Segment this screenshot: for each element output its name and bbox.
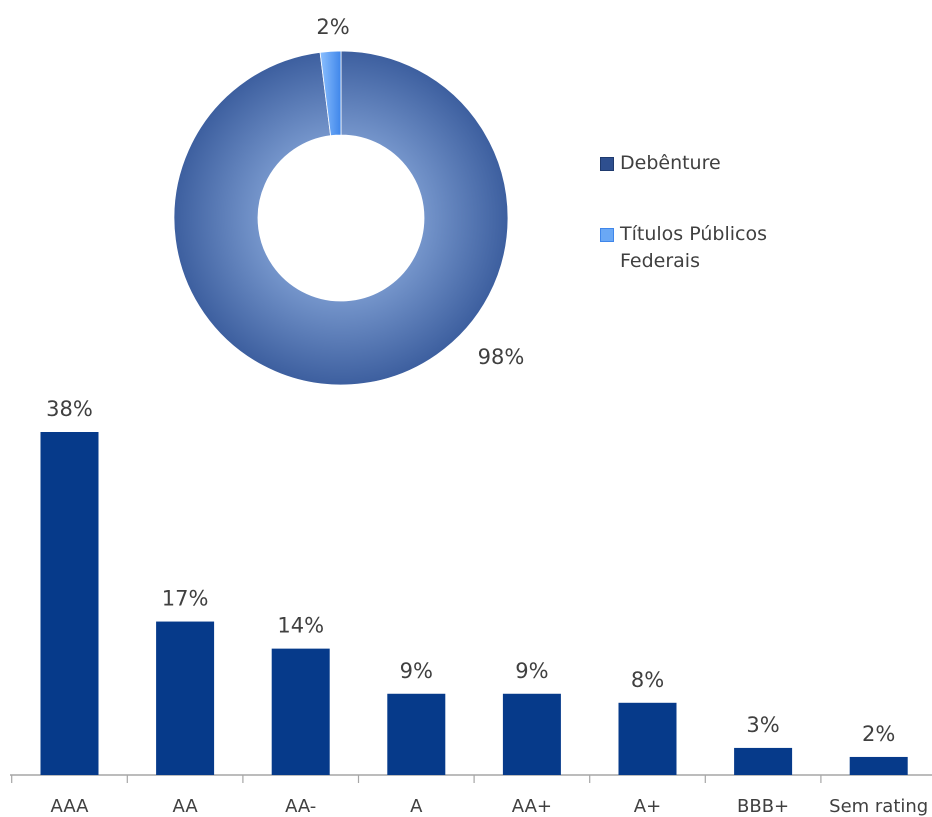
x-tick-label-1: AA (173, 796, 199, 817)
bar-value-label-6: 3% (746, 713, 779, 737)
donut-slice-1 (319, 50, 342, 137)
donut-legend: Debênture Títulos Públicos Federais (600, 150, 800, 319)
x-tick-label-5: A+ (634, 796, 661, 817)
legend-swatch-debenture (600, 157, 614, 171)
x-tick-label-7: Sem rating (829, 796, 928, 817)
bar-value-label-4: 9% (515, 659, 548, 683)
legend-swatch-titulos (600, 228, 614, 242)
x-tick-label-0: AAA (51, 796, 90, 817)
bar-chart: 38% AAA 17% AA 14% AA- 9% A 9% AA+ 8% A+ 3% BBB+ 2% Sem… (10, 397, 932, 817)
x-tick-label-2: AA- (285, 796, 316, 817)
donut-label-titulos: 2% (316, 15, 349, 39)
legend-label-titulos: Títulos Públicos Federais (620, 223, 767, 272)
bar-value-label-2: 14% (277, 614, 324, 638)
x-tick-label-6: BBB+ (737, 796, 789, 817)
bar-value-label-1: 17% (162, 587, 209, 611)
bar-value-label-3: 9% (400, 659, 433, 683)
donut-chart: 98% 2% (173, 15, 525, 386)
bar-7 (849, 756, 908, 775)
x-tick-label-4: AA+ (512, 796, 552, 817)
bar-value-label-0: 38% (46, 397, 93, 421)
bar-0 (40, 432, 99, 775)
bar-1 (156, 621, 215, 775)
bar-5 (618, 702, 677, 775)
bar-4 (502, 693, 561, 775)
legend-item-debenture: Debênture (600, 150, 800, 177)
bar-value-label-7: 2% (862, 722, 895, 746)
bar-2 (271, 648, 330, 775)
legend-label-debenture: Debênture (620, 152, 721, 174)
bar-3 (387, 693, 446, 775)
bar-6 (734, 747, 793, 775)
legend-item-titulos: Títulos Públicos Federais (600, 221, 800, 275)
bar-value-label-5: 8% (631, 668, 664, 692)
donut-label-debenture: 98% (478, 345, 525, 369)
x-tick-label-3: A (410, 796, 423, 817)
donut-slice-0 (173, 50, 509, 386)
